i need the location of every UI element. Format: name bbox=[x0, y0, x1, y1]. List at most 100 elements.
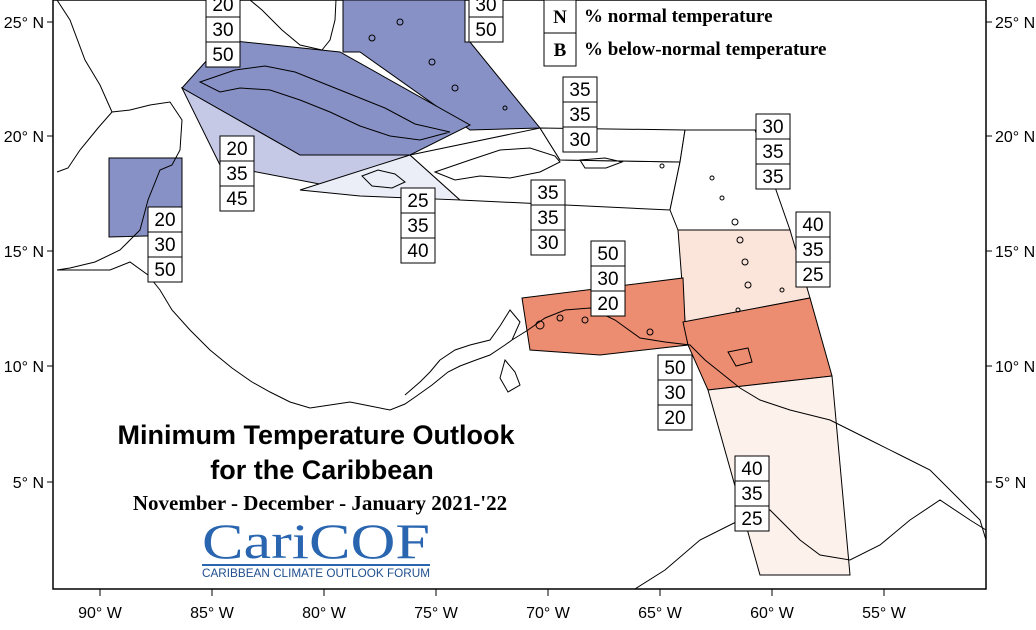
coast-south-america-inland bbox=[634, 499, 987, 590]
coastlines bbox=[56, 0, 987, 590]
lon-tick-label: 90° W bbox=[78, 605, 123, 622]
probability-cell bbox=[755, 113, 791, 140]
probability-box-hispaniola: 35 35 30 bbox=[530, 179, 566, 256]
probability-box-bahamas-w: 20 30 50 bbox=[205, 0, 241, 68]
island-margarita bbox=[646, 328, 654, 336]
legend: N B % normal temperature % below-normal … bbox=[543, 0, 826, 67]
lat-tick-label-right: 25° N bbox=[995, 15, 1035, 32]
legend-text-normal: % normal temperature bbox=[584, 6, 773, 27]
caricof-logo: CariCOF CARIBBEAN CLIMATE OUTLOOK FORUM bbox=[202, 513, 430, 580]
island-bahamas-4 bbox=[451, 84, 459, 92]
probability-cell bbox=[400, 237, 436, 264]
logo-wordmark: CariCOF bbox=[202, 513, 430, 569]
probability-box-abc-islands: 50 30 20 bbox=[590, 240, 626, 317]
probability-cell bbox=[219, 185, 255, 212]
lat-tick-label-left: 25° N bbox=[4, 15, 44, 32]
coast-colombia-west bbox=[404, 359, 441, 396]
probability-value: 50 bbox=[597, 244, 618, 265]
island-bahamas-3 bbox=[428, 58, 436, 66]
probability-value: 35 bbox=[226, 164, 247, 185]
lon-tick-label: 65° W bbox=[638, 605, 683, 622]
probability-cell bbox=[795, 211, 831, 238]
lon-tick-label: 70° W bbox=[526, 605, 571, 622]
probability-value: 40 bbox=[741, 459, 762, 480]
legend-box-b bbox=[543, 32, 577, 67]
coast-yucatan bbox=[56, 101, 183, 271]
island-leeward-1 bbox=[709, 175, 715, 181]
probability-box-leeward: 30 35 35 bbox=[755, 113, 791, 190]
island-bahamas-2 bbox=[396, 18, 404, 26]
probability-value: 35 bbox=[762, 142, 783, 163]
lat-tick-label-right: 10° N bbox=[995, 359, 1035, 376]
probability-value: 20 bbox=[212, 0, 233, 16]
probability-value: 35 bbox=[407, 216, 428, 237]
lat-tick-label-right: 20° N bbox=[995, 129, 1035, 146]
probability-cell bbox=[562, 126, 598, 153]
probability-value: 35 bbox=[537, 208, 558, 229]
coast-jamaica bbox=[361, 169, 406, 189]
probability-box-windward: 40 35 25 bbox=[795, 211, 831, 288]
probability-value: 20 bbox=[154, 210, 175, 231]
island-windward-2 bbox=[744, 281, 752, 289]
probability-value: 50 bbox=[475, 20, 496, 41]
probability-value: 30 bbox=[569, 130, 590, 151]
probability-value: 30 bbox=[212, 20, 233, 41]
probability-cell bbox=[590, 240, 626, 267]
zone-puerto-rico bbox=[539, 127, 686, 163]
title-line-1: Minimum Temperature Outlook bbox=[117, 420, 515, 450]
probability-value: 25 bbox=[741, 509, 762, 530]
probability-cell bbox=[530, 204, 566, 231]
island-abc-1 bbox=[535, 320, 545, 330]
coast-puerto-rico bbox=[579, 157, 624, 169]
probability-value: 35 bbox=[569, 80, 590, 101]
probability-box-guianas: 40 35 25 bbox=[734, 455, 770, 532]
probability-value: 30 bbox=[475, 0, 496, 16]
island-bahamas-1 bbox=[368, 34, 376, 42]
island-virgin bbox=[659, 163, 665, 169]
probability-cell bbox=[657, 404, 693, 431]
probability-box-trinidad: 50 30 20 bbox=[657, 354, 693, 431]
probability-cell bbox=[400, 212, 436, 239]
probability-value: 35 bbox=[569, 105, 590, 126]
lon-tick-label: 55° W bbox=[862, 605, 907, 622]
title-line-2: for the Caribbean bbox=[210, 455, 434, 485]
probability-cell bbox=[147, 231, 183, 258]
probability-value: 30 bbox=[537, 233, 558, 254]
island-windward-1 bbox=[741, 258, 749, 266]
probability-cell bbox=[755, 138, 791, 165]
probability-box-puerto-rico: 35 35 30 bbox=[562, 76, 598, 153]
logo-tagline: CARIBBEAN CLIMATE OUTLOOK FORUM bbox=[202, 566, 430, 580]
probability-cell bbox=[400, 187, 436, 214]
probability-cell bbox=[205, 41, 241, 68]
probability-cell bbox=[468, 16, 504, 43]
probability-value: 35 bbox=[537, 183, 558, 204]
probability-cell bbox=[147, 256, 183, 283]
coast-cuba bbox=[198, 65, 451, 141]
island-barbados bbox=[779, 287, 785, 293]
lon-tick-label: 60° W bbox=[750, 605, 795, 622]
island-leeward-4 bbox=[736, 236, 744, 244]
probability-value: 50 bbox=[212, 45, 233, 66]
lat-tick-label-left: 15° N bbox=[4, 244, 44, 261]
probability-value: 35 bbox=[802, 240, 823, 261]
probability-box-jamaica: 25 35 40 bbox=[400, 187, 436, 264]
lat-tick-label-left: 5° N bbox=[13, 475, 44, 492]
coast-south-america bbox=[439, 307, 987, 541]
probability-box-cayman: 20 35 45 bbox=[219, 135, 255, 212]
lon-tick-label: 75° W bbox=[414, 605, 459, 622]
probability-box-belize: 20 30 50 bbox=[147, 206, 183, 283]
island-abc-3 bbox=[581, 316, 589, 324]
legend-letter-b: B bbox=[554, 40, 567, 61]
probability-value: 50 bbox=[664, 358, 685, 379]
island-leeward-2 bbox=[719, 195, 725, 201]
lat-tick-label-left: 10° N bbox=[4, 359, 44, 376]
probability-cell bbox=[734, 480, 770, 507]
title-period: November - December - January 2021-'22 bbox=[133, 491, 507, 515]
coast-mexico-gulf bbox=[56, 0, 113, 113]
map-title: Minimum Temperature Outlook for the Cari… bbox=[117, 420, 515, 515]
probability-cell bbox=[147, 206, 183, 233]
coast-florida bbox=[249, 0, 337, 51]
island-abc-2 bbox=[556, 314, 564, 322]
